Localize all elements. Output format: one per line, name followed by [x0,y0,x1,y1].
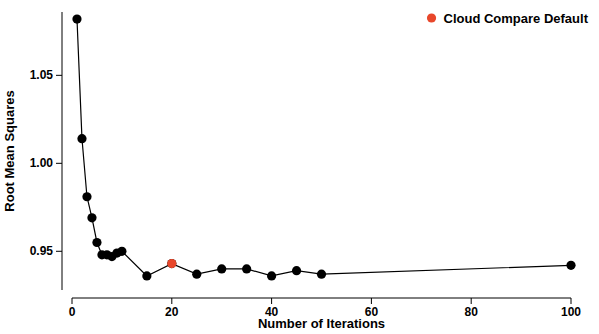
y-tick-label: 1.00 [30,156,54,170]
series-line [77,19,571,276]
x-tick [171,298,172,304]
x-tick [471,298,472,304]
data-point [117,247,126,256]
x-tick [72,298,73,304]
x-tick [571,298,572,304]
plot-area [72,14,575,280]
x-tick [371,298,372,304]
data-point [167,259,176,268]
x-tick-label: 80 [465,305,479,319]
x-tick-label: 100 [561,305,581,319]
legend-label: Cloud Compare Default [444,11,589,26]
data-point [82,192,91,201]
data-point [72,14,81,23]
data-point [242,264,251,273]
data-point [142,271,151,280]
data-point [292,266,301,275]
x-axis-title: Number of Iterations [258,316,385,331]
data-point [77,134,86,143]
data-point [87,213,96,222]
y-axis-title: Root Mean Squares [2,90,17,211]
y-tick-label: 1.05 [30,68,54,82]
data-point [566,261,575,270]
data-point [192,270,201,279]
data-point [217,264,226,273]
y-tick [56,163,62,164]
y-axis-line [62,12,63,290]
x-tick [271,298,272,304]
chart: 0204060801000.951.001.05Number of Iterat… [0,0,599,334]
data-point [92,238,101,247]
y-tick [56,251,62,252]
legend-marker [427,13,436,22]
x-axis-line [72,298,571,299]
data-point [167,259,176,268]
data-point [267,271,276,280]
y-tick-label: 0.95 [30,244,54,258]
data-point [317,270,326,279]
y-tick [56,75,62,76]
x-tick-label: 0 [69,305,76,319]
x-tick-label: 20 [165,305,179,319]
